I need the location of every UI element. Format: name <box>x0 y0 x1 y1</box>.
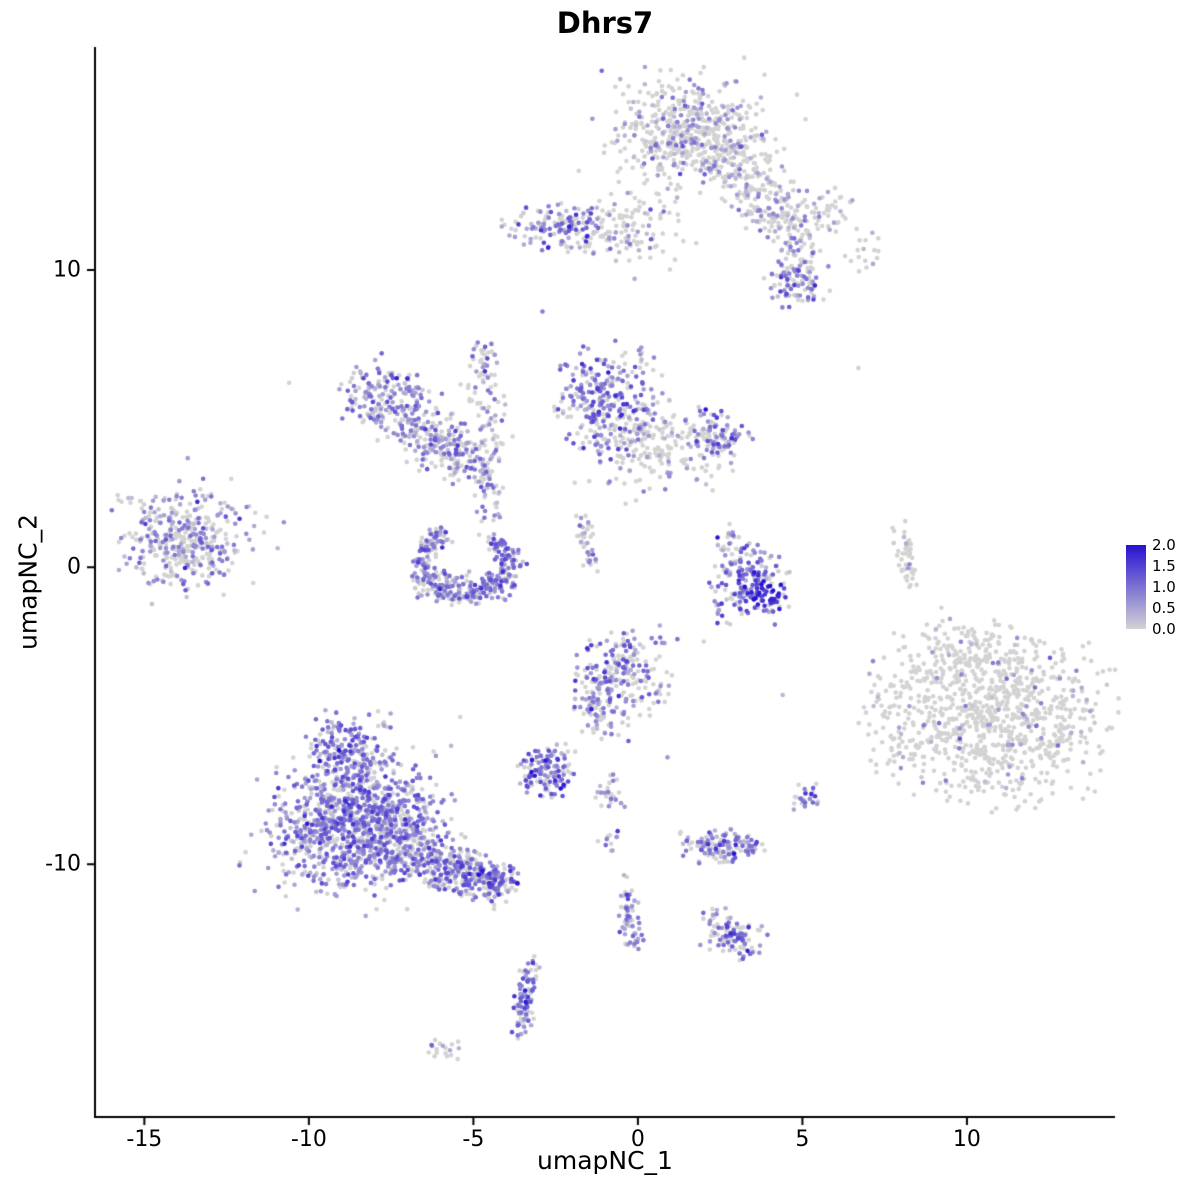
legend-tick-label: 0.5 <box>1152 599 1176 617</box>
x-tick-label: 5 <box>795 1127 810 1152</box>
x-tick-label: 10 <box>952 1127 981 1152</box>
y-axis-label: umapNC_2 <box>13 514 43 650</box>
legend-gradient-bar <box>1126 545 1146 629</box>
x-tick-label: 0 <box>630 1127 645 1152</box>
y-tick-label: 0 <box>67 554 81 580</box>
plot-title: Dhrs7 <box>556 6 654 40</box>
legend-tick-label: 0.0 <box>1152 620 1176 638</box>
y-tick-label: 10 <box>53 257 81 283</box>
x-tick-label: -10 <box>290 1127 327 1152</box>
x-tick-label: -5 <box>462 1127 485 1152</box>
legend-tick-label: 1.5 <box>1152 557 1176 575</box>
legend-tick-label: 1.0 <box>1152 578 1176 596</box>
x-axis-label: umapNC_1 <box>537 1146 673 1175</box>
legend-tick-label: 2.0 <box>1152 536 1176 554</box>
x-tick-label: -15 <box>126 1127 163 1152</box>
expression-legend: 2.0 1.5 1.0 0.5 0.0 <box>1126 538 1200 637</box>
y-tick-label: -10 <box>45 851 81 877</box>
